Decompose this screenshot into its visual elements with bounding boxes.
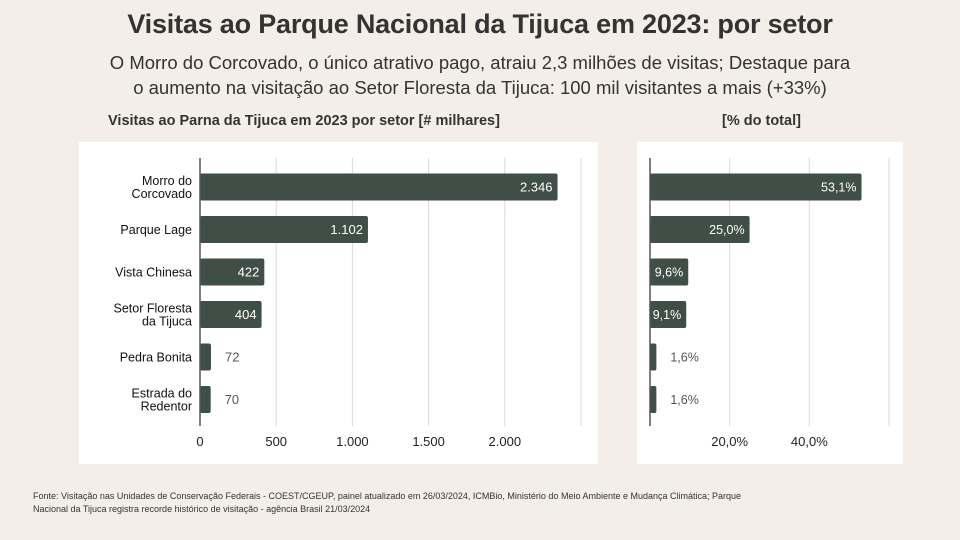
bar bbox=[200, 216, 368, 243]
visits-chart-title: Visitas ao Parna da Tijuca em 2023 por s… bbox=[108, 113, 500, 129]
x-tick-label: 1.500 bbox=[412, 434, 445, 449]
x-tick-label: 500 bbox=[265, 434, 287, 449]
bar-value-label: 1.102 bbox=[330, 222, 363, 237]
page-subtitle: O Morro do Corcovado, o único atrativo p… bbox=[40, 50, 920, 100]
category-label: Redentor bbox=[141, 400, 192, 414]
bar bbox=[650, 343, 657, 371]
bar-value-label: 1,6% bbox=[670, 393, 699, 407]
x-tick-label: 2.000 bbox=[489, 434, 522, 449]
category-label: Estrada do bbox=[132, 387, 193, 401]
bar bbox=[200, 301, 262, 328]
category-label: da Tijuca bbox=[142, 315, 192, 329]
x-tick-label: 0 bbox=[196, 434, 203, 449]
share-chart-panel: 20,0% 40,0% 53,1% 25,0% 9,6% 9,1% 1,6% 1,6% bbox=[637, 142, 903, 464]
category-label: Parque Lage bbox=[120, 223, 192, 237]
bar-value-label: 70 bbox=[225, 392, 239, 407]
category-label: Setor Floresta bbox=[113, 302, 192, 316]
bar-value-label: 72 bbox=[225, 350, 239, 365]
bar-value-label: 25,0% bbox=[709, 223, 744, 237]
source-footnote: Fonte: Visitação nas Unidades de Conserv… bbox=[33, 490, 913, 516]
x-tick-label: 20,0% bbox=[711, 434, 748, 449]
bar-value-label: 1,6% bbox=[670, 351, 699, 365]
visits-chart-panel: 0 500 1.000 1.500 2.000 2.346 Morro do Corcovad… bbox=[79, 142, 598, 464]
category-label: Pedra Bonita bbox=[120, 351, 192, 365]
subtitle-line-1: O Morro do Corcovado, o único atrativo p… bbox=[109, 52, 851, 73]
bar bbox=[200, 258, 265, 286]
bar bbox=[650, 258, 689, 286]
share-bar-chart: 20,0% 40,0% 53,1% 25,0% 9,6% 9,1% 1,6% 1,6% bbox=[649, 158, 890, 449]
category-label: Vista Chinesa bbox=[115, 266, 192, 280]
bar-value-label: 404 bbox=[235, 307, 257, 322]
x-tick-label: 1.000 bbox=[336, 434, 369, 449]
source-line-1: Fonte: Visitação nas Unidades de Conserv… bbox=[33, 491, 742, 501]
bar bbox=[650, 386, 657, 413]
bar-value-label: 422 bbox=[238, 265, 260, 280]
bar bbox=[650, 301, 687, 328]
bar bbox=[650, 173, 862, 201]
x-tick-label: 40,0% bbox=[791, 434, 828, 449]
source-line-2: Nacional da Tijuca registra recorde hist… bbox=[33, 504, 371, 514]
category-label: Corcovado bbox=[132, 187, 192, 201]
page-title: Visitas ao Parque Nacional da Tijuca em … bbox=[127, 9, 833, 39]
share-chart-title: [% do total] bbox=[722, 113, 801, 129]
bar bbox=[200, 343, 211, 371]
bar-value-label: 53,1% bbox=[821, 181, 856, 195]
bar-value-label: 9,1% bbox=[653, 308, 682, 322]
bar bbox=[650, 216, 750, 243]
category-label: Morro do bbox=[142, 174, 192, 188]
bar bbox=[200, 173, 558, 201]
visits-bar-chart: 0 500 1.000 1.500 2.000 2.346 Morro doCorcovad… bbox=[113, 158, 582, 449]
subtitle-line-2: o aumento na visitação ao Setor Floresta… bbox=[133, 77, 827, 98]
bar-value-label: 9,6% bbox=[655, 266, 684, 280]
bar-value-label: 2.346 bbox=[520, 180, 553, 195]
bar bbox=[200, 386, 211, 413]
